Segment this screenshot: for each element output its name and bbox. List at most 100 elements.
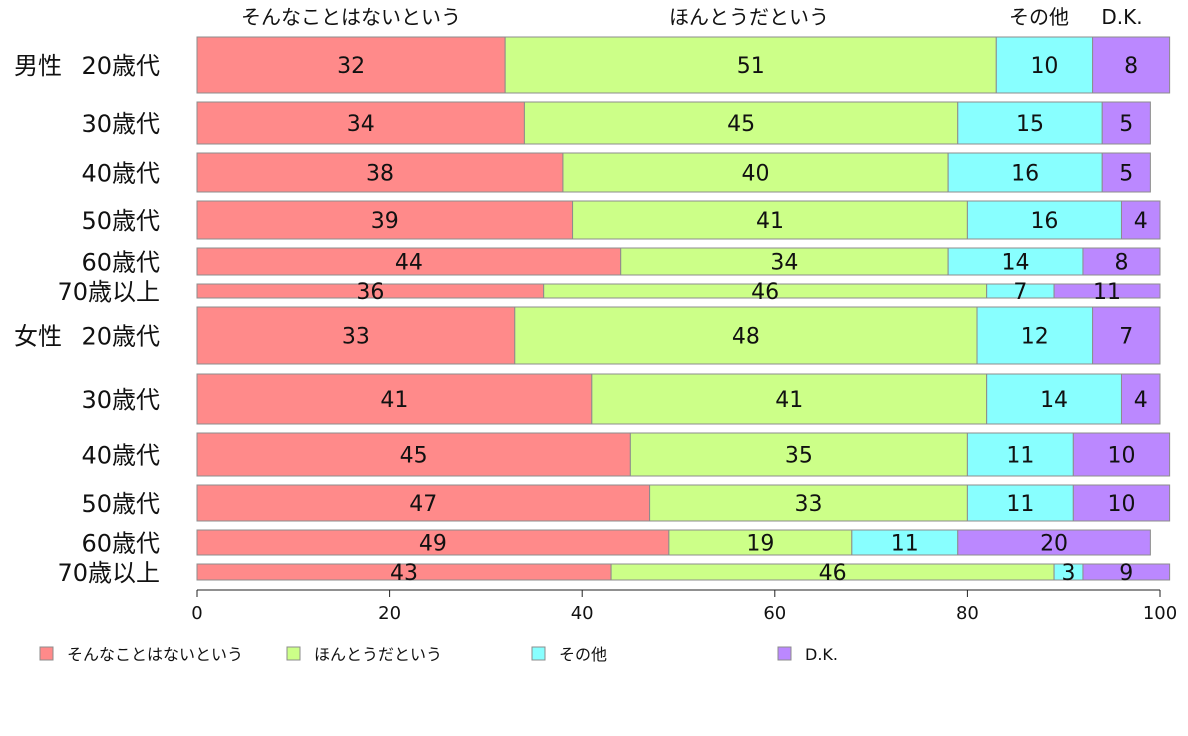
category-label: 40歳代	[81, 160, 160, 188]
data-label: 34	[347, 112, 375, 137]
data-label: 46	[819, 561, 847, 586]
data-label: 32	[337, 54, 365, 79]
legend-swatch	[39, 646, 54, 661]
legend-label: そんなことはないという	[67, 645, 243, 664]
column-header: その他	[1009, 5, 1069, 29]
column-header: ほんとうだという	[669, 5, 829, 29]
bar-segment	[196, 484, 651, 522]
bar-segment	[572, 200, 968, 240]
data-label: 44	[395, 251, 423, 276]
bar-segment	[620, 247, 949, 276]
category-label: 60歳代	[81, 530, 160, 558]
bar-segment	[1072, 432, 1171, 477]
group-label: 女性	[14, 323, 62, 351]
bar-segment	[976, 306, 1094, 365]
data-label: 45	[400, 444, 428, 469]
data-label: 45	[727, 112, 755, 137]
data-label: 14	[1002, 251, 1030, 276]
data-label: 38	[366, 162, 394, 187]
data-label: 11	[1006, 492, 1034, 517]
data-label: 34	[770, 251, 798, 276]
bar-segment	[196, 152, 564, 193]
data-label: 41	[775, 388, 803, 413]
bar-segment	[1101, 152, 1151, 193]
data-label: 41	[756, 209, 784, 234]
data-label: 40	[742, 162, 770, 187]
bar-segment	[514, 306, 978, 365]
bar-segment	[966, 484, 1074, 522]
category-label: 20歳代	[81, 323, 160, 351]
data-label: 9	[1119, 561, 1133, 586]
bar-segment	[995, 36, 1094, 94]
data-label: 33	[342, 325, 370, 350]
data-label: 11	[1006, 444, 1034, 469]
data-label: 43	[390, 561, 418, 586]
bar-segment	[196, 432, 631, 477]
bar-segment	[591, 373, 988, 425]
data-label: 5	[1119, 162, 1133, 187]
bar-segment	[986, 373, 1122, 425]
group-label: 男性	[14, 52, 62, 80]
bar-segment	[1072, 484, 1171, 522]
bar-segment	[629, 432, 968, 477]
data-label: 4	[1134, 388, 1148, 413]
data-label: 14	[1040, 388, 1068, 413]
bar-segment	[1092, 36, 1171, 94]
data-label: 4	[1134, 209, 1148, 234]
bar-segment	[504, 36, 997, 94]
bar-segment	[1053, 283, 1161, 299]
bar-segment	[1082, 247, 1161, 276]
legend-swatch	[531, 646, 546, 661]
column-header: D.K.	[1101, 5, 1142, 29]
x-tick-label: 40	[571, 603, 594, 624]
bar-segment	[196, 529, 670, 556]
category-label: 30歳代	[81, 386, 160, 414]
category-label: 50歳代	[81, 490, 160, 518]
bar-segment	[957, 101, 1103, 145]
category-label: 50歳代	[81, 207, 160, 235]
data-label: 47	[409, 492, 437, 517]
data-label: 15	[1016, 112, 1044, 137]
bar-segment	[1120, 200, 1161, 240]
x-tick-label: 0	[191, 603, 202, 624]
x-tick-label: 80	[956, 603, 979, 624]
data-label: 16	[1030, 209, 1058, 234]
x-tick-label: 100	[1143, 603, 1177, 624]
data-label: 36	[356, 280, 384, 305]
legend-label: その他	[559, 645, 607, 664]
bar-segment	[957, 529, 1151, 556]
data-label: 11	[891, 532, 919, 557]
bar-segment	[1082, 563, 1171, 581]
data-label: 7	[1013, 280, 1027, 305]
data-label: 51	[737, 54, 765, 79]
data-label: 19	[746, 532, 774, 557]
bar-segment	[196, 101, 525, 145]
column-header: そんなことはないという	[241, 5, 461, 29]
data-label: 33	[795, 492, 823, 517]
bar-segment	[196, 247, 622, 276]
bar-segment	[196, 36, 506, 94]
bar-segment	[1120, 373, 1161, 425]
data-label: 10	[1107, 492, 1135, 517]
data-label: 11	[1093, 280, 1121, 305]
data-label: 48	[732, 325, 760, 350]
x-tick-label: 60	[763, 603, 786, 624]
x-tick-label: 20	[378, 603, 401, 624]
bar-segment	[562, 152, 949, 193]
data-label: 41	[380, 388, 408, 413]
bar-segment	[196, 306, 516, 365]
legend-swatch	[777, 646, 792, 661]
data-label: 20	[1040, 532, 1068, 557]
bar-segment	[668, 529, 853, 556]
category-label: 40歳代	[81, 442, 160, 470]
bar-segment	[1092, 306, 1161, 365]
data-label: 8	[1124, 54, 1138, 79]
data-label: 39	[371, 209, 399, 234]
data-label: 35	[785, 444, 813, 469]
category-label: 60歳代	[81, 249, 160, 277]
bar-segment	[966, 432, 1074, 477]
category-label: 30歳代	[81, 110, 160, 138]
bar-segment	[523, 101, 959, 145]
legend-label: ほんとうだという	[314, 645, 442, 664]
